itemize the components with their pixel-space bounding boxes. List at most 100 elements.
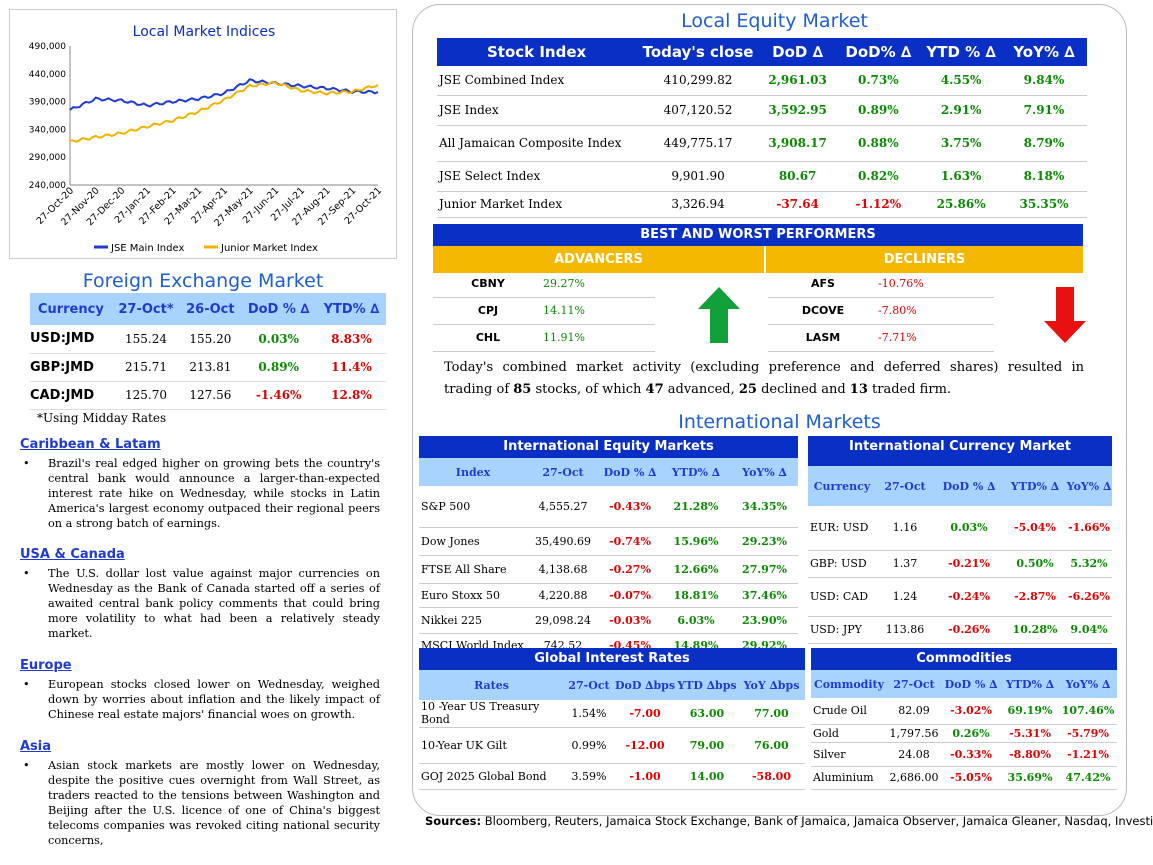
regional-news: Caribbean & LatamBrazil's real edged hig… (20, 437, 380, 865)
equity-cell: 9,901.90 (636, 161, 760, 191)
summary-text: declined and (757, 382, 850, 397)
eq-header: 27-Oct (527, 458, 599, 486)
eq-cell: 4,555.27 (527, 486, 599, 527)
rates-header: DoD ∆bps (614, 670, 676, 700)
news-heading: Asia (20, 739, 380, 754)
cur-cell: 1.16 (876, 506, 934, 550)
rates-title: Global Interest Rates (419, 648, 805, 670)
com-header: DoD % ∆ (941, 670, 1001, 698)
cur-cell: -0.21% (934, 550, 1004, 577)
eq-cell: 18.81% (661, 583, 731, 607)
equity-header: DoD% ∆ (835, 38, 921, 66)
eq-cell: FTSE All Share (419, 555, 527, 583)
performer-value: 29.27% (543, 270, 655, 297)
performers-panel: BEST AND WORST PERFORMERS ADVANCERS DECL… (433, 224, 1083, 273)
eq-cell: 4,138.68 (527, 555, 599, 583)
com-header: 27-Oct (887, 670, 941, 698)
performer-symbol: AFS (768, 270, 878, 297)
legend-label: Junior Market Index (220, 243, 318, 254)
equity-cell: JSE Index (437, 95, 636, 125)
equity-cell: 2.91% (921, 95, 1001, 125)
cur-header: YoY% ∆ (1066, 466, 1112, 506)
equity-header: Stock Index (437, 38, 636, 66)
eq-cell: 29.23% (731, 527, 798, 555)
news-body: European stocks closed lower on Wednesda… (20, 677, 380, 722)
summary-text: traded firm. (868, 382, 951, 397)
equity-cell: 8.18% (1001, 161, 1087, 191)
rates-cell: 76.00 (738, 727, 805, 763)
fx-cell: 8.83% (317, 325, 386, 353)
intl-equity-title: International Equity Markets (419, 436, 798, 458)
com-cell: Gold (811, 724, 887, 742)
news-body: Brazil's real edged higher on growing be… (20, 456, 380, 531)
eq-cell: 12.66% (661, 555, 731, 583)
equity-cell: 4.55% (921, 66, 1001, 95)
com-cell: -3.02% (941, 698, 1001, 724)
performer-value: 14.11% (543, 297, 655, 324)
equity-cell: 25.86% (921, 191, 1001, 217)
advancers-label: ADVANCERS (433, 246, 766, 273)
eq-cell: 34.35% (731, 486, 798, 527)
eq-cell: -0.43% (599, 486, 661, 527)
cur-cell: USD: CAD (808, 577, 876, 616)
com-header: YTD% ∆ (1001, 670, 1059, 698)
eq-cell: 29,098.24 (527, 607, 599, 633)
summary-declined: 25 (739, 382, 757, 397)
cur-cell: 5.32% (1066, 550, 1112, 577)
fx-header: 26-Oct (180, 293, 240, 325)
equity-cell: 35.35% (1001, 191, 1087, 217)
cur-header: YTD% ∆ (1004, 466, 1066, 506)
performer-symbol: CPJ (433, 297, 543, 324)
rates-cell: 63.00 (676, 700, 738, 727)
y-tick-label: 290,000 (29, 153, 66, 163)
cur-cell: -0.26% (934, 616, 1004, 643)
intl-currency-title: International Currency Market (808, 436, 1112, 466)
cur-cell: 0.50% (1004, 550, 1066, 577)
rates-header: Rates (419, 670, 564, 700)
market-summary: Today's combined market activity (exclud… (444, 357, 1084, 401)
performer-symbol: CBNY (433, 270, 543, 297)
performer-symbol: CHL (433, 324, 543, 351)
equity-cell: 0.89% (835, 95, 921, 125)
com-cell: 82.09 (887, 698, 941, 724)
fx-header: 27-Oct* (112, 293, 181, 325)
rates-cell: -12.00 (614, 727, 676, 763)
intl-title: International Markets (412, 411, 1147, 433)
news-heading: Europe (20, 658, 380, 673)
cur-cell: 113.86 (876, 616, 934, 643)
fx-note: *Using Midday Rates (37, 411, 166, 425)
eq-header: DoD % ∆ (599, 458, 661, 486)
rates-cell: -58.00 (738, 763, 805, 789)
fx-cell: 11.4% (317, 353, 386, 381)
news-body: The U.S. dollar lost value against major… (20, 566, 380, 641)
cur-cell: -5.04% (1004, 506, 1066, 550)
rates-cell: 10 -Year US Treasury Bond (419, 700, 564, 727)
legend-label: JSE Main Index (110, 243, 184, 254)
cur-header: 27-Oct (876, 466, 934, 506)
decliners-label: DECLINERS (766, 246, 1083, 273)
rates-header: YTD ∆bps (676, 670, 738, 700)
equity-cell: 0.82% (835, 161, 921, 191)
rates-cell: 77.00 (738, 700, 805, 727)
com-cell: Aluminium (811, 766, 887, 789)
com-cell: 2,686.00 (887, 766, 941, 789)
cur-cell: USD: JPY (808, 616, 876, 643)
performer-value: 11.91% (543, 324, 655, 351)
down-arrow-icon (1044, 287, 1086, 343)
performer-row: LASM-7.71% (768, 324, 994, 351)
fx-cell: 0.03% (240, 325, 316, 353)
com-cell: -5.31% (1001, 724, 1059, 742)
fx-header: DoD % ∆ (240, 293, 316, 325)
